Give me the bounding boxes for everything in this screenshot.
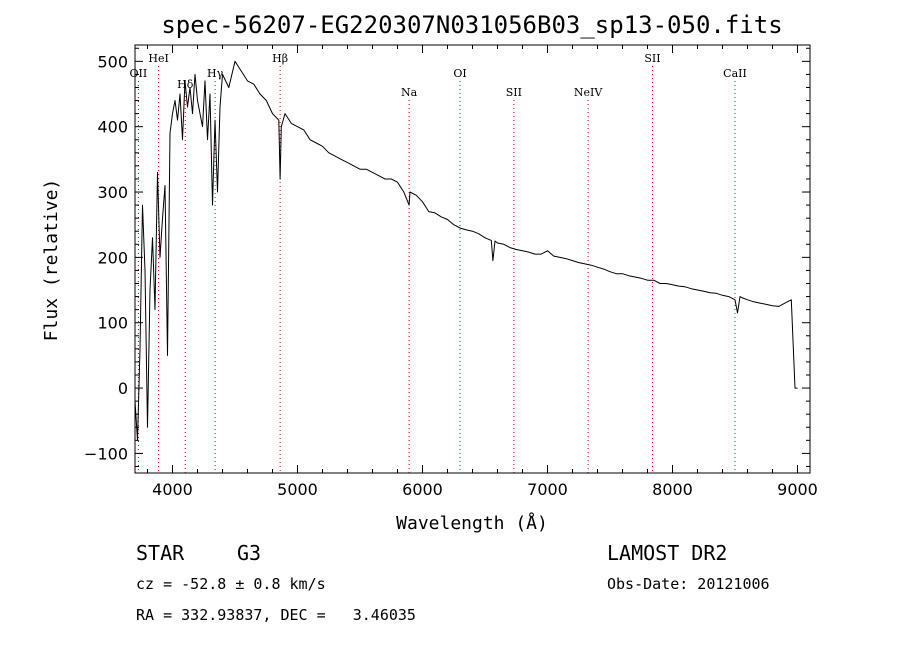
x-tick-label-2: 6000 [402, 480, 443, 499]
line-label-4: Hβ [272, 52, 288, 65]
x-tick-label-0: 4000 [152, 480, 193, 499]
y-tick-label-1: 0 [118, 379, 128, 398]
object-subclass: G3 [237, 541, 262, 565]
line-label-10: CaII [723, 67, 747, 80]
axis-ticks: 4000 5000 6000 7000 8000 9000 −100 0 100 200 300 40… [84, 45, 818, 499]
spectrum-series-0 [134, 60, 798, 441]
y-tick-label-0: −100 [84, 444, 128, 463]
y-tick-label-4: 300 [97, 183, 128, 202]
data-release: LAMOST DR2 [607, 541, 728, 565]
line-label-6: OI [453, 67, 466, 80]
flux-series [134, 60, 798, 441]
y-tick-label-6: 500 [97, 52, 128, 71]
line-label-3: Hγ [207, 67, 224, 80]
y-axis-label: Flux (relative) [41, 179, 62, 342]
object-class: STAR [136, 541, 185, 565]
redshift-velocity: cz = -52.8 ± 0.8 km/s [136, 575, 326, 593]
line-label-5: Na [401, 86, 418, 99]
plot-frame [134, 44, 811, 474]
x-tick-label-3: 7000 [527, 480, 568, 499]
x-axis-label: Wavelength (Å) [396, 512, 548, 534]
line-label-0: OII [130, 67, 148, 80]
x-tick-label-5: 9000 [777, 480, 818, 499]
line-label-9: SII [644, 52, 660, 65]
x-tick-label-4: 8000 [652, 480, 693, 499]
observation-date: Obs-Date: 20121006 [607, 575, 770, 593]
x-tick-label-1: 5000 [277, 480, 318, 499]
y-tick-label-5: 400 [97, 118, 128, 137]
chart-title: spec-56207-EG220307N031056B03_sp13-050.f… [161, 11, 782, 39]
line-label-8: NeIV [574, 86, 603, 99]
y-tick-label-2: 100 [97, 314, 128, 333]
line-label-7: SII [506, 86, 522, 99]
sky-coordinates: RA = 332.93837, DEC = 3.46035 [136, 606, 416, 624]
line-label-1: HeI [148, 52, 168, 65]
y-tick-label-3: 200 [97, 248, 128, 267]
